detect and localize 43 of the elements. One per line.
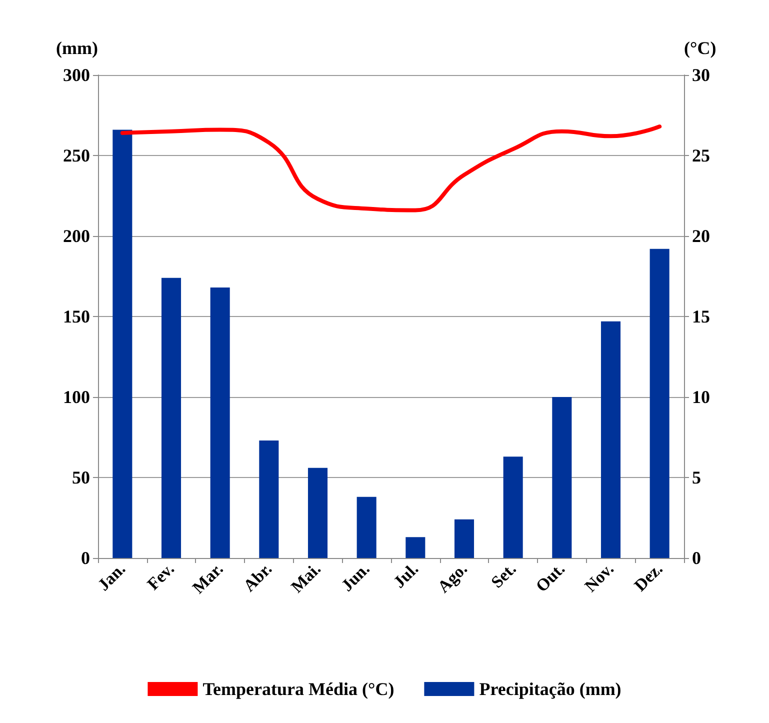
x-tick-label: Mar.	[188, 559, 227, 598]
y2-tick-label: 20	[692, 226, 710, 246]
y2-axis-title: (°C)	[684, 38, 716, 58]
y2-tick-label: 5	[692, 468, 701, 488]
bar	[161, 278, 182, 558]
y2-tick-label: 10	[692, 387, 710, 407]
bar	[454, 519, 474, 558]
x-tick-label: Abr.	[240, 559, 276, 596]
y2-tick-label: 0	[692, 548, 701, 568]
bar	[112, 130, 132, 558]
y-tick-label: 150	[63, 306, 90, 326]
x-tick-label: Jun.	[337, 559, 374, 596]
x-tick-label: Nov.	[581, 559, 618, 596]
y-tick-label: 300	[63, 65, 90, 85]
y-tick-label: 250	[63, 146, 90, 166]
x-tick-label: Out.	[532, 559, 569, 596]
x-tick-label: Mai.	[287, 559, 324, 596]
bar	[308, 468, 328, 558]
y2-tick-label: 15	[692, 306, 710, 326]
y-tick-label: 100	[63, 387, 90, 407]
bar	[552, 397, 572, 558]
y-axis-title: (mm)	[56, 38, 98, 58]
y-tick-label: 50	[72, 468, 90, 488]
line-series	[120, 124, 662, 212]
bar	[210, 288, 230, 558]
bar	[356, 496, 376, 558]
bar	[650, 248, 670, 558]
x-tick-label: Fev.	[144, 559, 178, 594]
x-tick-label: Jul.	[390, 559, 422, 592]
y2-tick-label: 30	[692, 65, 710, 85]
x-tick-label: Set.	[487, 559, 520, 592]
y2-tick-label: 25	[692, 146, 710, 166]
y-tick-label: 200	[63, 226, 90, 246]
y-tick-label: 0	[81, 548, 90, 568]
bar	[406, 537, 426, 558]
bar	[600, 321, 621, 558]
bar	[503, 456, 523, 558]
x-tick-label: Dez.	[630, 559, 666, 596]
bar	[259, 440, 279, 558]
x-tick-label: Jan.	[94, 559, 130, 594]
x-tick-label: Ago.	[434, 559, 471, 596]
legend-label: Temperatura Média (°C)	[202, 679, 394, 699]
legend-label: Precipitação (mm)	[479, 679, 622, 699]
